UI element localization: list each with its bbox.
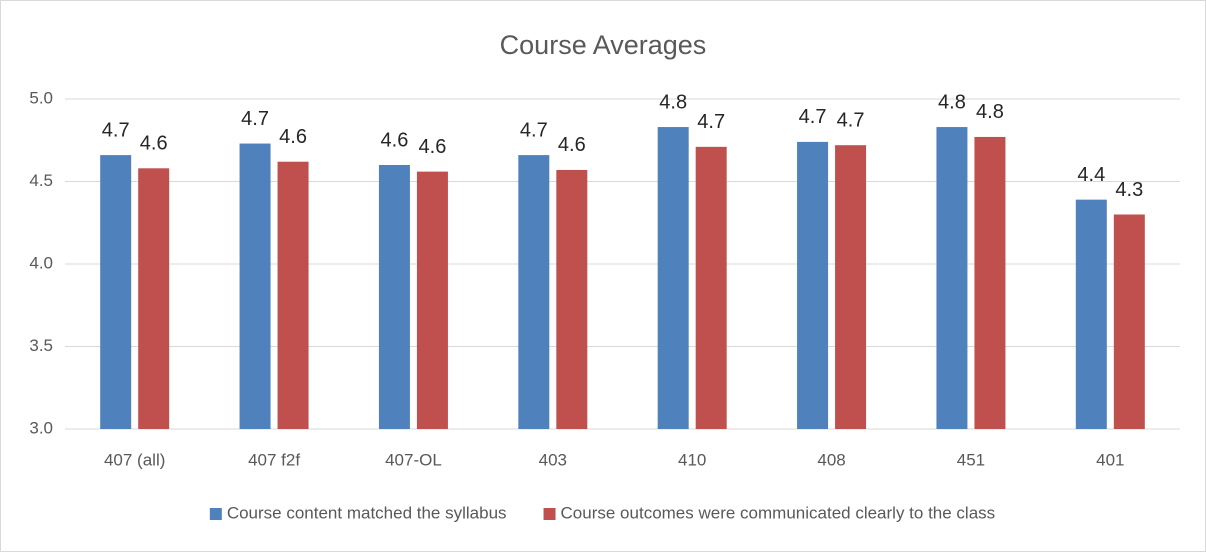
y-tick-label: 4.0 bbox=[29, 253, 53, 272]
x-tick-label: 407-OL bbox=[385, 450, 442, 469]
bar bbox=[556, 169, 588, 429]
value-label: 4.8 bbox=[976, 101, 1004, 123]
legend-swatch bbox=[543, 508, 556, 520]
bar bbox=[277, 161, 309, 429]
value-label: 4.6 bbox=[140, 133, 168, 155]
bar bbox=[138, 168, 170, 430]
x-tick-label: 403 bbox=[539, 450, 567, 469]
y-tick-label: 5.0 bbox=[29, 88, 53, 107]
value-label: 4.6 bbox=[558, 134, 586, 156]
bar bbox=[239, 143, 271, 430]
value-label: 4.7 bbox=[837, 109, 865, 131]
value-label: 4.7 bbox=[799, 106, 827, 128]
chart-title: Course Averages bbox=[500, 30, 707, 60]
bar bbox=[835, 145, 867, 429]
value-label: 4.8 bbox=[659, 91, 687, 113]
x-tick-label: 407 (all) bbox=[104, 450, 165, 469]
value-label: 4.6 bbox=[279, 126, 307, 148]
legend-swatch bbox=[209, 508, 222, 520]
legend-label: Course outcomes were communicated clearl… bbox=[561, 503, 996, 522]
value-label: 4.7 bbox=[241, 108, 269, 130]
bar bbox=[797, 141, 829, 429]
bar bbox=[695, 146, 727, 429]
bar bbox=[657, 127, 689, 430]
value-label: 4.7 bbox=[102, 119, 130, 141]
x-tick-label: 401 bbox=[1096, 450, 1124, 469]
bar bbox=[1075, 199, 1107, 429]
value-label: 4.6 bbox=[381, 129, 409, 151]
value-label: 4.7 bbox=[520, 119, 548, 141]
legend-label: Course content matched the syllabus bbox=[227, 503, 507, 522]
x-tick-label: 408 bbox=[817, 450, 845, 469]
bar bbox=[416, 171, 448, 429]
value-label: 4.4 bbox=[1077, 164, 1105, 186]
bar bbox=[100, 155, 132, 429]
x-tick-label: 407 f2f bbox=[248, 450, 300, 469]
x-tick-label: 451 bbox=[957, 450, 985, 469]
bar bbox=[974, 136, 1006, 429]
value-label: 4.8 bbox=[938, 91, 966, 113]
value-label: 4.6 bbox=[419, 136, 447, 158]
y-tick-label: 3.0 bbox=[29, 418, 53, 437]
bar bbox=[936, 127, 968, 430]
bar bbox=[518, 155, 550, 429]
value-label: 4.3 bbox=[1115, 179, 1143, 201]
x-tick-label: 410 bbox=[678, 450, 706, 469]
bar bbox=[1113, 214, 1145, 429]
value-label: 4.7 bbox=[697, 111, 725, 133]
y-tick-label: 3.5 bbox=[29, 336, 53, 355]
y-tick-label: 4.5 bbox=[29, 171, 53, 190]
bar bbox=[378, 165, 410, 429]
